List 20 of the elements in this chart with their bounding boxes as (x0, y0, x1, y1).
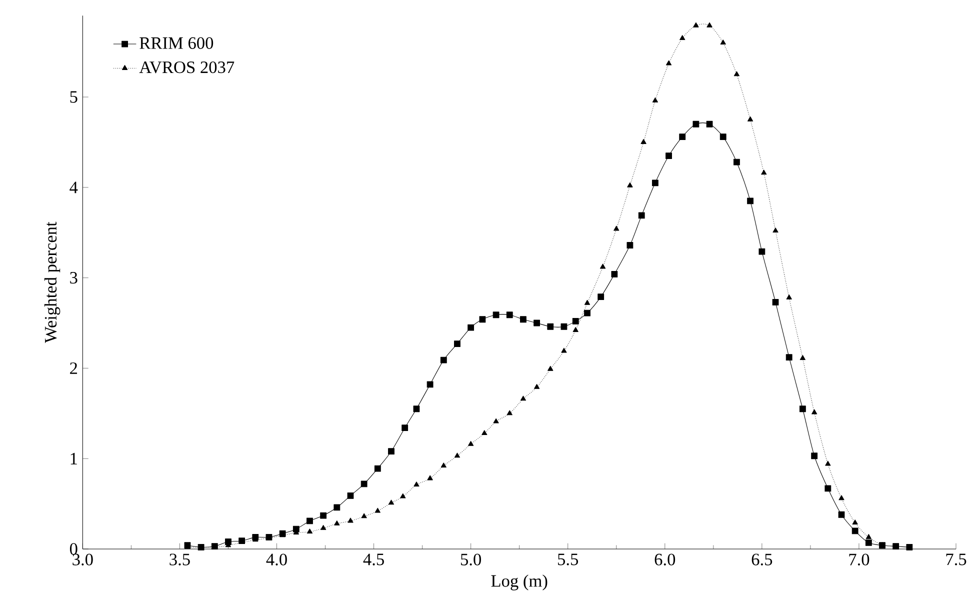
x-tick-label: 5.5 (558, 554, 578, 566)
x-tick-label: 4.0 (266, 554, 287, 566)
x-tick-label: 3.5 (170, 554, 190, 566)
y-tick-label: 4 (70, 182, 78, 194)
y-tick-label: 2 (70, 362, 78, 374)
y-tick-label: 1 (70, 452, 77, 464)
x-axis-title: Log (m) (491, 574, 548, 590)
y-tick-label: 3 (70, 272, 78, 284)
x-tick-label: 4.5 (363, 554, 384, 566)
x-tick-label: 5.0 (460, 554, 481, 566)
y-tick-label: 5 (70, 91, 78, 103)
x-tick-label: 3.0 (72, 554, 93, 566)
x-tick-label: 7.5 (946, 554, 966, 566)
legend-label: RRIM 600 (140, 37, 214, 49)
x-tick-label: 6.5 (752, 554, 772, 566)
y-tick-label: 0 (70, 543, 78, 555)
legend-label: AVROS 2037 (139, 61, 234, 74)
x-tick-label: 6.0 (654, 554, 676, 566)
y-axis-title: Weighted percent (44, 222, 60, 343)
x-tick-label: 7.0 (849, 554, 870, 566)
